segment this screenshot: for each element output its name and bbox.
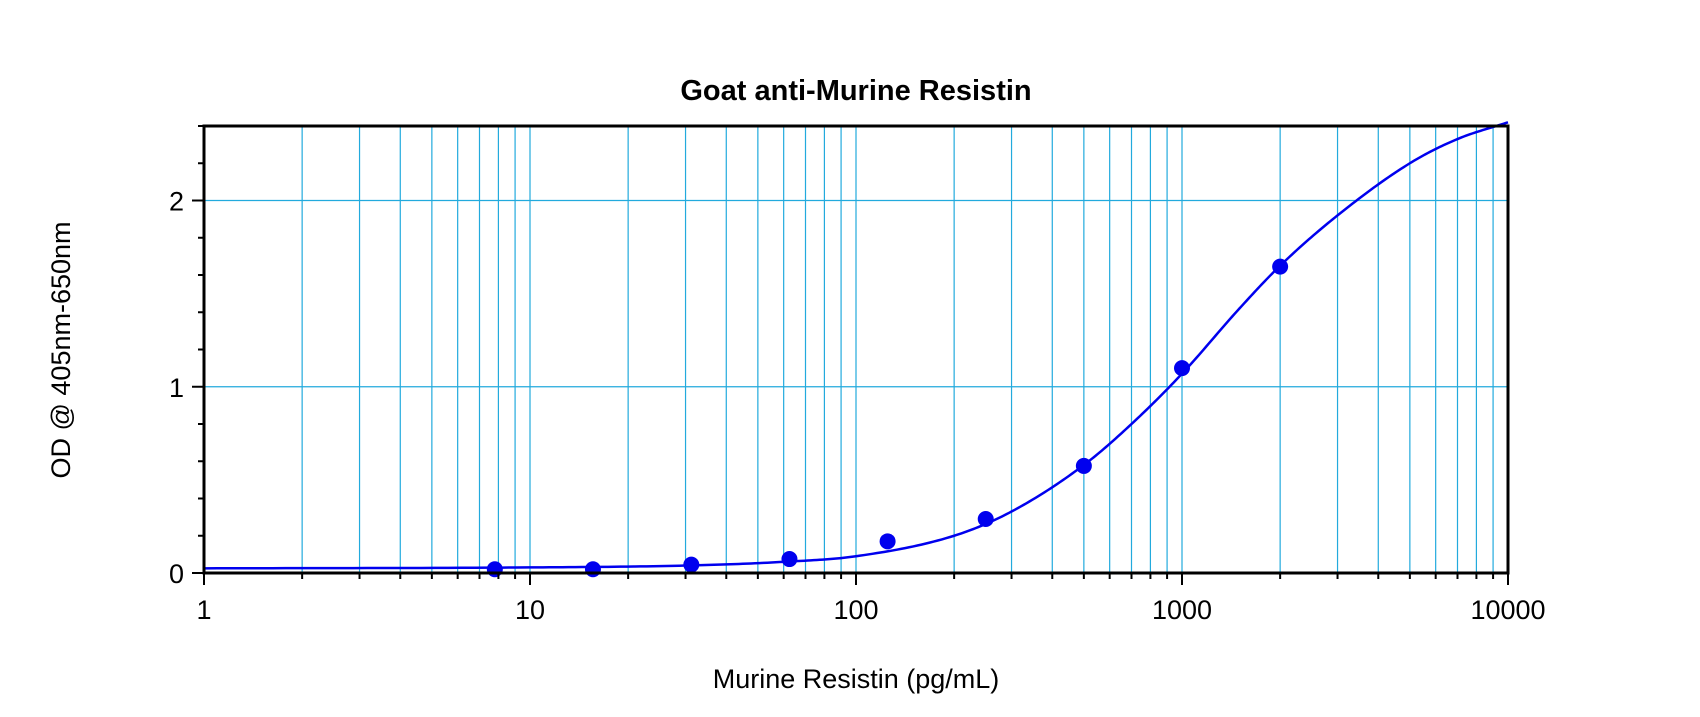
x-axis-label: Murine Resistin (pg/mL) <box>713 664 1000 694</box>
grid-lines <box>204 126 1508 573</box>
chart-title: Goat anti-Murine Resistin <box>680 75 1031 107</box>
data-point <box>584 561 601 578</box>
x-tick-label: 1 <box>196 595 211 625</box>
x-tick-label: 10 <box>515 595 545 625</box>
y-tick-label: 0 <box>169 559 184 589</box>
y-tick-label: 1 <box>169 373 184 403</box>
data-point <box>879 533 896 550</box>
y-tick-labels: 0 1 2 <box>169 187 184 590</box>
x-tick-labels: 1 10 100 1000 10000 <box>196 595 1545 625</box>
data-point <box>683 556 700 573</box>
data-point <box>1075 457 1092 474</box>
x-tick-label: 10000 <box>1470 595 1545 625</box>
data-point <box>781 551 798 568</box>
y-tick-label: 2 <box>169 187 184 217</box>
data-points <box>486 258 1289 578</box>
axis-ticks <box>192 125 1509 585</box>
data-point <box>1174 360 1190 377</box>
y-axis-label: OD @ 405nm-650nm <box>46 221 76 478</box>
x-tick-label: 100 <box>833 595 878 625</box>
data-point <box>1272 258 1289 275</box>
data-point <box>977 510 994 527</box>
fit-curve <box>203 121 1509 570</box>
fit-curve-layer <box>203 121 1509 570</box>
x-tick-label: 1000 <box>1152 595 1212 625</box>
data-point <box>486 561 503 578</box>
